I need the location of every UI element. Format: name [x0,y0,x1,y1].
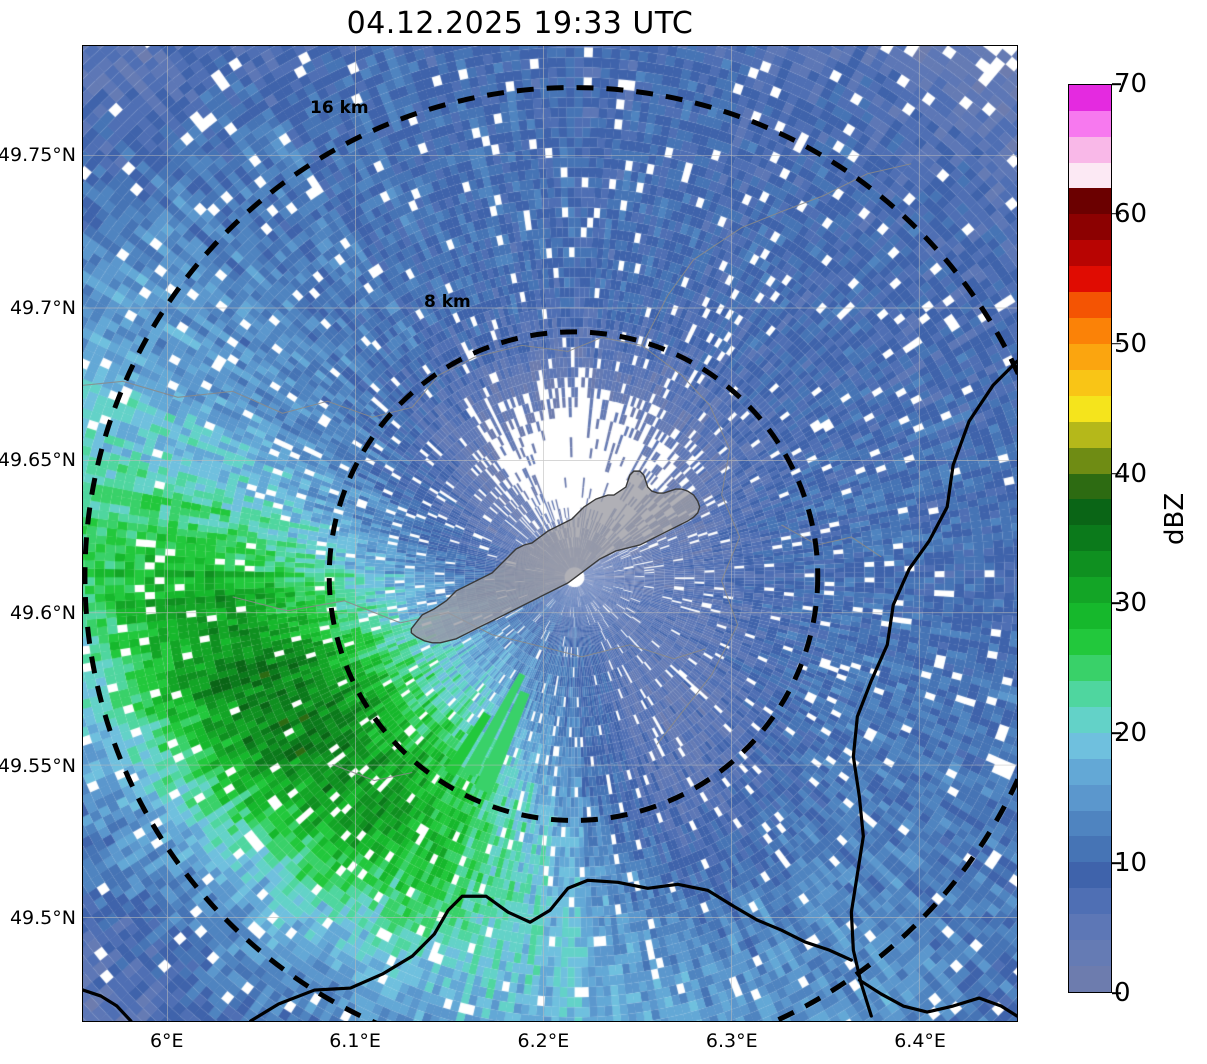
colorbar-tick-mark [1112,732,1121,735]
range-ring-label-8km: 8 km [424,292,471,312]
colorbar-band [1069,266,1111,293]
x-axis-tick-mark [920,1021,922,1022]
radar-plot-area[interactable] [82,45,1018,1022]
y-axis-tick-label: 49.75°N [0,143,76,166]
x-axis-tick-mark [167,1021,169,1022]
colorbar-band [1069,473,1111,500]
colorbar-band [1069,862,1111,889]
range-ring-8km [326,329,821,823]
x-axis-tick-label: 6.1°E [329,1030,381,1052]
range-ring-circles [83,85,1017,1021]
x-axis-tick-label: 6.2°E [517,1030,570,1052]
colorbar-band [1069,732,1111,759]
colorbar-tick-mark [1112,602,1121,605]
y-axis-tick-mark [82,460,83,462]
reservoir-shape [410,470,701,644]
colorbar-band [1069,836,1111,863]
colorbar-band [1069,629,1111,656]
colorbar-axis-label: dBZ [1160,492,1190,545]
colorbar-band [1069,577,1111,604]
range-ring-label-16km: 16 km [310,98,369,118]
colorbar-tick-mark [1112,342,1121,345]
colorbar-tick-mark [1112,862,1121,864]
range-ring-16km [83,85,1017,1021]
colorbar-band [1069,369,1111,396]
colorbar-band [1069,888,1111,915]
y-axis-tick-mark [82,308,83,310]
map-overlay-vectors [83,46,1017,1021]
colorbar-tick-label: 0 [1114,978,1131,1008]
colorbar-band [1069,499,1111,526]
colorbar-band [1069,966,1111,992]
colorbar-tick-mark [1112,472,1121,475]
colorbar-band [1069,603,1111,630]
x-axis-tick-label: 6.3°E [705,1030,758,1052]
colorbar-band [1069,940,1111,967]
colorbar-tick-mark [1112,992,1121,994]
colorbar-band [1069,810,1111,837]
river-lines [83,163,912,782]
colorbar [1068,84,1112,993]
colorbar-band [1069,421,1111,448]
colorbar-band [1069,110,1111,137]
colorbar-band [1069,85,1111,111]
x-axis-tick-mark [355,1021,357,1022]
colorbar-band [1069,758,1111,785]
y-axis-tick-mark [82,766,83,768]
reservoir-polygon [410,470,701,644]
colorbar-band [1069,214,1111,241]
country-border-lines [83,359,1017,1021]
colorbar-tick-mark [1112,83,1121,85]
colorbar-band [1069,162,1111,189]
colorbar-band [1069,395,1111,422]
colorbar-band [1069,292,1111,319]
y-axis-tick-label: 49.65°N [0,449,76,472]
colorbar-band [1069,706,1111,733]
colorbar-band [1069,551,1111,578]
x-axis-tick-mark [544,1021,546,1022]
y-axis-tick-label: 49.55°N [0,754,76,777]
y-axis-tick-label: 49.6°N [9,601,76,624]
y-axis-tick-mark [82,155,83,157]
colorbar-band [1069,343,1111,370]
y-axis-tick-mark [82,613,83,615]
colorbar-band [1069,318,1111,344]
colorbar-band [1069,447,1111,474]
colorbar-band [1069,655,1111,681]
gridlines [83,46,1017,1021]
x-axis-tick-mark [732,1021,734,1022]
y-axis-tick-label: 49.7°N [9,296,76,319]
x-axis-tick-label: 6.4°E [894,1030,946,1052]
colorbar-band [1069,914,1111,941]
colorbar-band [1069,680,1111,707]
x-axis-tick-label: 6°E [149,1030,184,1052]
y-axis-tick-label: 49.5°N [9,907,76,930]
colorbar-band [1069,136,1111,163]
colorbar-band [1069,525,1111,552]
colorbar-band [1069,188,1111,215]
colorbar-band [1069,240,1111,267]
page-title: 04.12.2025 19:33 UTC [346,6,694,41]
colorbar-tick-mark [1112,213,1121,215]
y-axis-tick-mark [82,918,83,920]
colorbar-band [1069,784,1111,811]
